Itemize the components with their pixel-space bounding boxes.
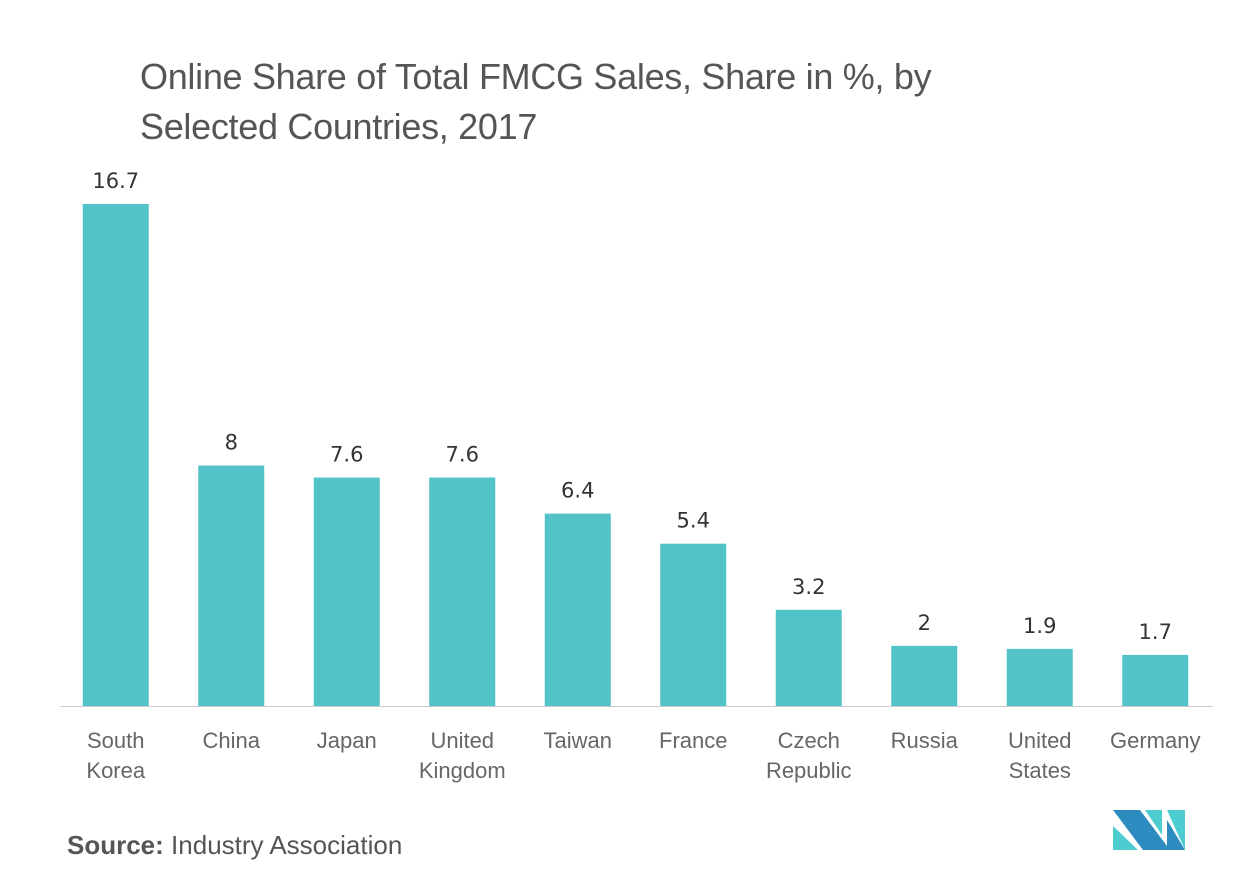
data-label: 5.4 [677,509,710,533]
bar [82,204,149,706]
bar [544,513,611,706]
data-label: 8 [225,431,238,455]
chart-title: Online Share of Total FMCG Sales, Share … [140,56,932,147]
bar [429,477,496,706]
bar [775,609,842,706]
bar [660,543,727,706]
bar [198,465,265,706]
x-tick-label: China [203,728,261,753]
data-label: 7.6 [446,443,479,467]
data-label: 16.7 [92,169,139,193]
bar [1006,648,1073,706]
x-tick-label: South Korea [86,728,145,783]
x-tick-label: Czech Republic [766,728,852,783]
data-label: 1.9 [1023,614,1056,638]
x-tick-label: Japan [317,728,377,753]
data-label: 1.7 [1139,620,1172,644]
bar [1122,654,1189,706]
bar [891,645,958,706]
source-label: Source: [67,830,164,860]
data-label: 2 [918,611,931,635]
x-tick-label: France [659,728,727,753]
x-tick-label: Taiwan [544,728,612,753]
bar [313,477,380,706]
data-label: 3.2 [792,575,825,599]
source-text: Industry Association [171,830,403,860]
x-tick-label: Russia [891,728,959,753]
data-label: 6.4 [561,479,594,503]
x-tick-label: United States [1008,728,1072,783]
x-tick-label: Germany [1110,728,1200,753]
x-tick-label: United Kingdom [419,728,506,783]
data-label: 7.6 [330,443,363,467]
source-note: Source: Industry Association [67,830,402,861]
